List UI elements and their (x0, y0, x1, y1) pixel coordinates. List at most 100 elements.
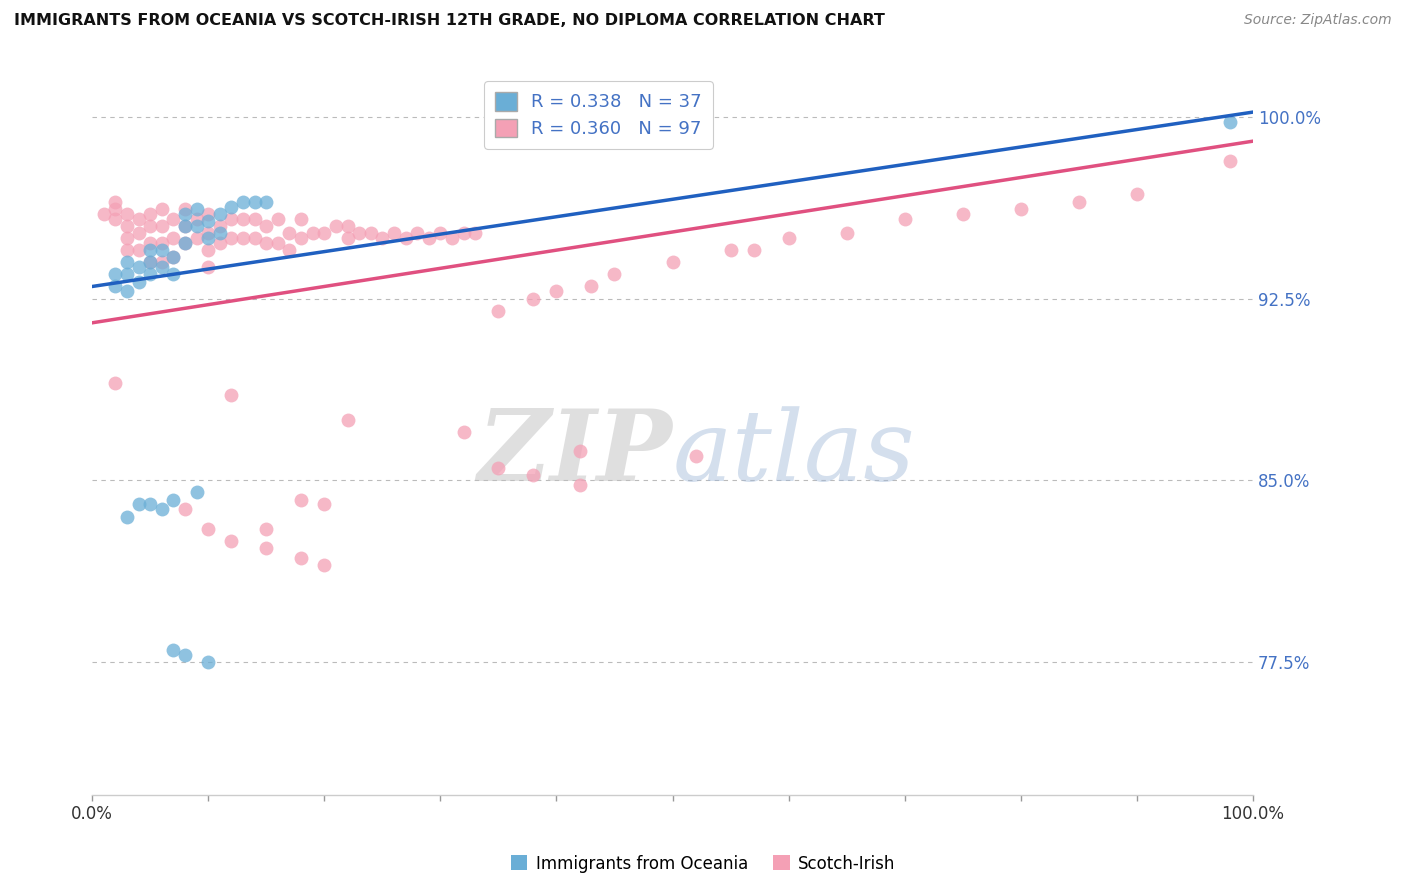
Point (128, 498, 150, 512)
Point (221, 231, 243, 245)
Point (174, 207, 197, 221)
Point (162, 492, 184, 507)
Point (278, 243, 301, 257)
Point (174, 219, 197, 233)
Point (93, 207, 115, 221)
Point (314, 558, 336, 572)
Point (267, 211, 290, 226)
Point (546, 285, 568, 299)
Point (174, 202, 197, 216)
Point (325, 219, 347, 233)
Point (197, 260, 219, 274)
Point (208, 207, 231, 221)
Point (104, 268, 127, 282)
Point (568, 478, 591, 492)
Point (336, 231, 359, 245)
Text: IMMIGRANTS FROM OCEANIA VS SCOTCH-IRISH 12TH GRADE, NO DIPLOMA CORRELATION CHART: IMMIGRANTS FROM OCEANIA VS SCOTCH-IRISH … (14, 13, 884, 29)
Point (453, 425, 475, 439)
Point (290, 231, 312, 245)
Point (232, 211, 254, 226)
Point (893, 211, 915, 226)
Point (1126, 187, 1149, 202)
Point (162, 231, 184, 245)
Point (162, 211, 184, 226)
Point (186, 211, 208, 226)
Point (221, 211, 243, 226)
Point (290, 211, 312, 226)
Point (522, 292, 544, 306)
Point (720, 243, 742, 257)
Point (104, 194, 127, 209)
Point (254, 541, 277, 555)
Point (139, 268, 162, 282)
Point (150, 260, 173, 274)
Point (603, 268, 626, 282)
Point (128, 260, 150, 274)
Point (406, 226, 429, 240)
Point (778, 231, 800, 245)
Point (104, 376, 127, 391)
Point (661, 255, 683, 269)
Point (139, 219, 162, 233)
Point (347, 226, 370, 240)
Point (128, 211, 150, 226)
Point (453, 226, 475, 240)
Point (394, 231, 416, 245)
Point (162, 642, 184, 657)
Point (162, 251, 184, 265)
Point (186, 219, 208, 233)
Point (128, 226, 150, 240)
Point (150, 202, 173, 216)
Point (139, 243, 162, 257)
Point (243, 211, 266, 226)
Point (139, 207, 162, 221)
Point (186, 202, 208, 216)
Point (162, 251, 184, 265)
Point (336, 412, 359, 426)
Point (115, 207, 138, 221)
Point (174, 219, 197, 233)
Point (139, 255, 162, 269)
Point (221, 533, 243, 548)
Point (232, 231, 254, 245)
Point (382, 226, 405, 240)
Point (685, 449, 707, 463)
Point (486, 461, 509, 475)
Point (835, 226, 858, 240)
Point (290, 550, 312, 565)
Point (208, 226, 231, 240)
Point (232, 194, 254, 209)
Point (243, 231, 266, 245)
Point (174, 502, 197, 516)
Point (104, 202, 127, 216)
Point (139, 498, 162, 512)
Legend: Immigrants from Oceania, Scotch-Irish: Immigrants from Oceania, Scotch-Irish (503, 848, 903, 880)
Point (139, 235, 162, 250)
Point (197, 226, 219, 240)
Point (1067, 194, 1090, 209)
Point (150, 235, 173, 250)
Point (568, 444, 591, 458)
Point (221, 200, 243, 214)
Point (208, 219, 231, 233)
Point (254, 219, 277, 233)
Point (128, 275, 150, 289)
Point (186, 231, 208, 245)
Text: atlas: atlas (672, 406, 915, 501)
Point (581, 279, 603, 293)
Point (208, 235, 231, 250)
Point (150, 255, 173, 269)
Point (360, 226, 382, 240)
Point (440, 231, 463, 245)
Point (197, 655, 219, 669)
Point (162, 268, 184, 282)
Point (522, 468, 544, 483)
Point (952, 207, 974, 221)
Point (115, 255, 138, 269)
Point (197, 243, 219, 257)
Point (418, 231, 440, 245)
Point (197, 231, 219, 245)
Point (174, 648, 197, 662)
Point (742, 243, 765, 257)
Point (464, 226, 486, 240)
